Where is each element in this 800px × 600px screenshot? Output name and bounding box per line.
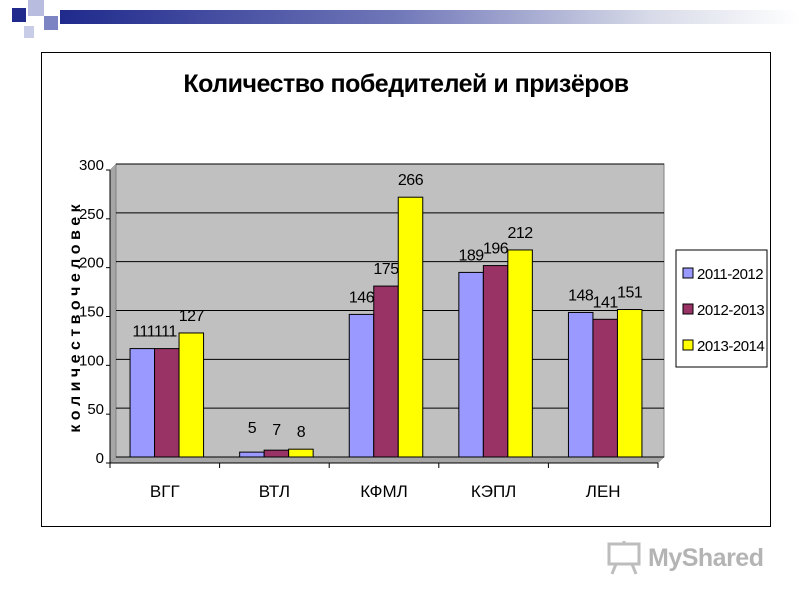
x-tick-label: ЛЕН	[586, 482, 621, 501]
bar-ЛЕН-2012-2013	[592, 318, 618, 458]
legend-label: 2011-2012	[697, 266, 763, 283]
bar-ВГГ-2012-2013	[154, 348, 180, 458]
bar-ВТЛ-2012-2013	[263, 449, 290, 458]
x-tick-label: ВТЛ	[259, 482, 290, 501]
decor-square-dark	[12, 8, 26, 22]
presentation-board-icon	[607, 541, 641, 575]
decor-square-pale	[24, 26, 34, 38]
data-label: 146	[349, 289, 375, 306]
plot-floor	[109, 456, 665, 464]
y-tick-label: 0	[96, 450, 104, 467]
bar-КЭПЛ-2011-2012	[458, 271, 484, 458]
data-label: 8	[297, 424, 306, 441]
legend-swatch-2012-2013	[682, 303, 694, 315]
decor-square-mid	[44, 16, 58, 30]
bar-ВГГ-2013-2014	[178, 332, 205, 458]
data-label: 148	[568, 287, 594, 304]
watermark: MyShared	[606, 538, 776, 578]
watermark-text: MyShared	[648, 543, 764, 572]
y-axis-label: к о л и ч е с т в о ч е л о в е к	[67, 203, 84, 432]
y-tick-label: 50	[87, 401, 104, 418]
bar-ВГГ-2011-2012	[129, 348, 156, 458]
x-tick-label: ВГГ	[150, 482, 180, 501]
data-label: 212	[507, 225, 533, 242]
x-tick-label: КФМЛ	[360, 482, 408, 501]
bar-КФМЛ-2012-2013	[373, 285, 399, 458]
data-label: 196	[483, 241, 509, 258]
legend-swatch-2011-2012	[682, 267, 694, 279]
data-label: 189	[458, 247, 484, 264]
chart-title: Количество победителей и призёров	[183, 70, 629, 98]
bar-КЭПЛ-2013-2014	[507, 249, 533, 458]
bar-ВТЛ-2013-2014	[288, 448, 314, 458]
bar-КФМЛ-2011-2012	[348, 313, 375, 458]
data-label: 111111	[132, 324, 177, 341]
data-label: 266	[398, 172, 424, 189]
y-tick-label: 150	[79, 304, 104, 321]
legend-label: 2012-2013	[697, 302, 764, 319]
data-label: 141	[593, 294, 619, 311]
legend-swatch-2013-2014	[682, 339, 694, 351]
bar-КЭПЛ-2012-2013	[482, 265, 509, 458]
y-tick-label: 300	[79, 157, 104, 174]
data-label: 175	[373, 261, 399, 278]
decor-square-light	[28, 0, 44, 16]
y-tick-label: 250	[79, 206, 104, 223]
plot-side-wall	[109, 163, 117, 464]
y-tick-label: 200	[79, 255, 104, 272]
bar-ЛЕН-2011-2012	[567, 311, 594, 458]
data-label: 127	[179, 308, 205, 325]
header-gradient-bar	[60, 10, 800, 24]
y-tick-label: 100	[79, 352, 104, 369]
data-label: 151	[617, 285, 643, 302]
legend-label: 2013-2014	[697, 338, 764, 355]
bar-ВТЛ-2011-2012	[239, 451, 265, 458]
x-tick-label: КЭПЛ	[471, 482, 517, 501]
bar-КФМЛ-2013-2014	[397, 196, 424, 458]
data-label: 5	[248, 420, 257, 437]
bar-ЛЕН-2013-2014	[616, 309, 643, 458]
data-label: 7	[272, 422, 281, 439]
